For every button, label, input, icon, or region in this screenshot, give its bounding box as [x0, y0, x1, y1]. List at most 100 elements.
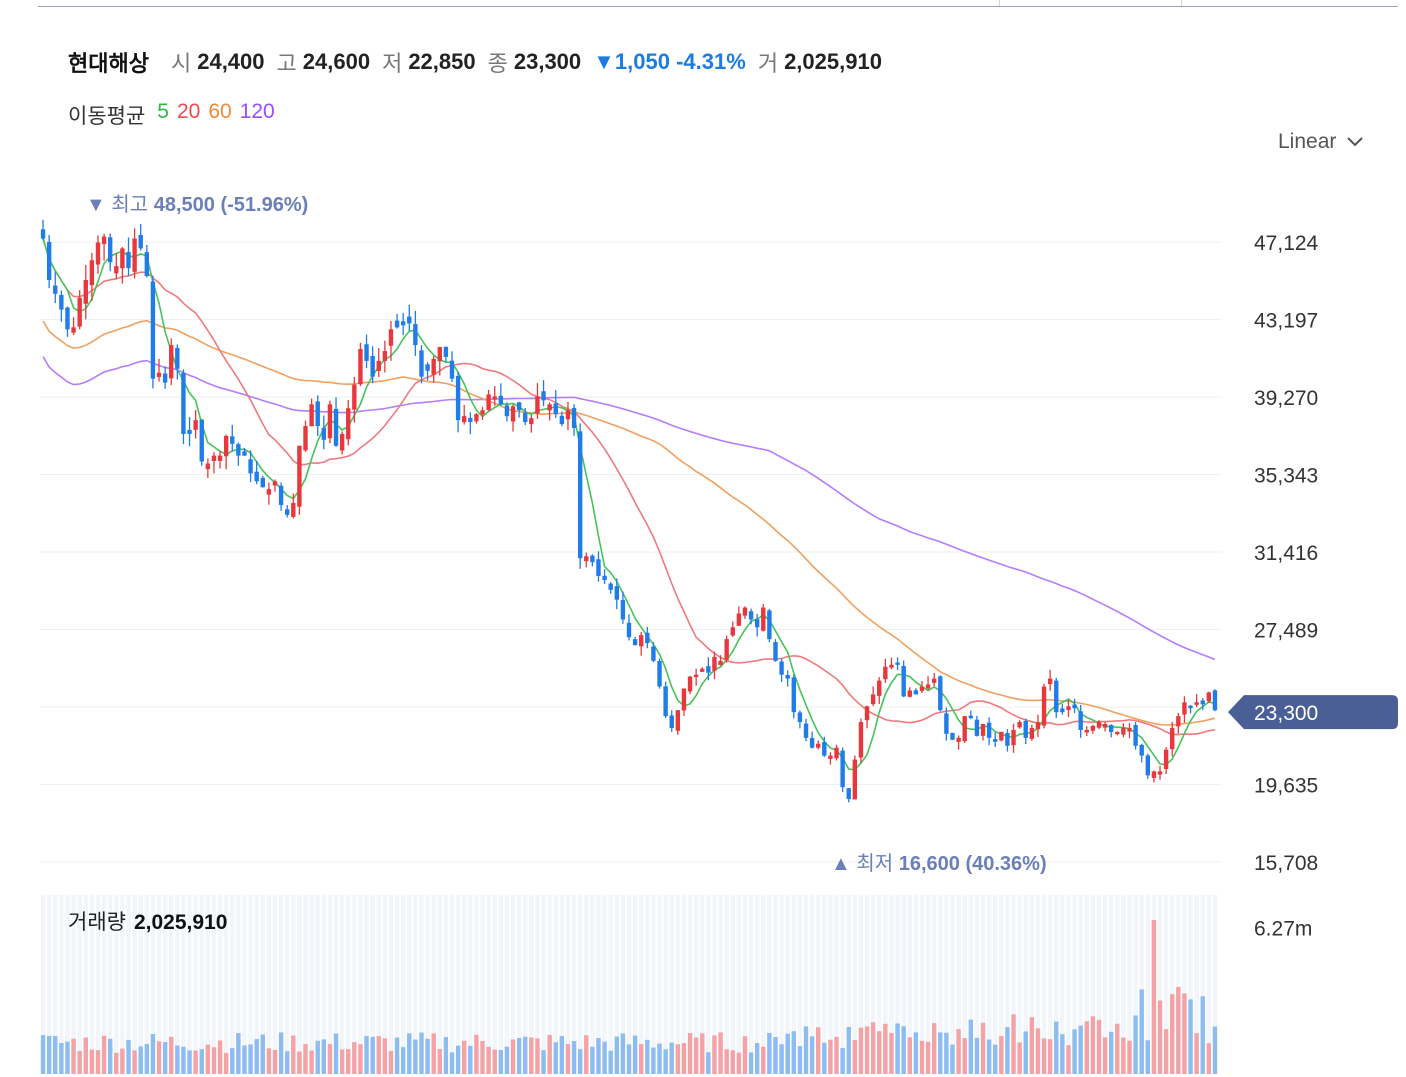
candle-body	[907, 690, 912, 697]
volume-bar	[1170, 994, 1175, 1074]
volume-bar	[187, 1050, 192, 1074]
volume-bar	[742, 1036, 748, 1074]
candle-body	[693, 674, 699, 678]
volume-bg-stripe	[1029, 895, 1035, 1074]
volume-bar	[1200, 996, 1205, 1074]
volume-bg-stripe	[126, 895, 131, 1074]
ma-5[interactable]: 5	[157, 100, 169, 123]
candle-body	[394, 320, 400, 328]
volume-bar	[346, 1049, 351, 1074]
candle-body	[382, 351, 388, 361]
volume-bar	[986, 1039, 992, 1074]
volume-bar	[822, 1042, 827, 1074]
volume-bar	[107, 1038, 113, 1074]
volume-bar	[919, 1040, 925, 1074]
volume-bg-stripe	[620, 895, 626, 1074]
ma-120[interactable]: 120	[239, 100, 275, 123]
candle-body	[535, 396, 540, 414]
volume-bg-stripe	[150, 895, 156, 1074]
volume-bar	[260, 1034, 265, 1074]
volume-bg-stripe	[162, 895, 168, 1074]
volume-bar	[266, 1048, 272, 1074]
candle-body	[492, 396, 497, 400]
volume-bg-stripe	[175, 895, 180, 1074]
volume-bg-stripe	[516, 895, 522, 1074]
candle-body	[828, 755, 833, 759]
candle-body	[596, 559, 601, 576]
moving-average-line-5	[42, 238, 1216, 771]
volume-bg-stripe	[1047, 895, 1053, 1074]
volume-bg-stripe	[748, 895, 754, 1074]
candle-body	[584, 556, 589, 562]
candle-body	[260, 477, 265, 488]
candle-body	[223, 435, 229, 457]
candle-body	[956, 737, 961, 742]
candle-body	[370, 356, 375, 377]
y-tick-label: 19,635	[1254, 775, 1318, 798]
candle-body	[53, 285, 58, 294]
candle-body	[809, 738, 815, 748]
candle-body	[1029, 727, 1035, 739]
volume-bg-stripe	[834, 895, 839, 1074]
volume-bg-stripe	[236, 895, 241, 1074]
volume-bg-stripe	[767, 895, 772, 1074]
volume-bar	[437, 1049, 442, 1074]
volume-bar	[889, 1033, 894, 1074]
volume-bg-stripe	[101, 895, 107, 1074]
candle-body	[437, 347, 442, 362]
volume-bar	[181, 1046, 186, 1074]
volume-bg-stripe	[675, 895, 681, 1074]
volume-bg-stripe	[315, 895, 320, 1074]
ma-20[interactable]: 20	[176, 100, 201, 123]
volume-bg-stripe	[870, 895, 876, 1074]
candle-body	[724, 639, 729, 660]
candle-body	[455, 375, 461, 421]
ma-60[interactable]: 60	[208, 100, 232, 123]
candle-body	[321, 427, 327, 440]
candle-body	[785, 674, 790, 679]
y-tick-label: 39,270	[1254, 387, 1318, 410]
candle-body	[999, 731, 1004, 741]
volume-bar	[797, 1046, 803, 1074]
candle-body	[248, 459, 253, 474]
volume-bar	[327, 1043, 333, 1074]
candle-body	[65, 307, 70, 330]
volume-bg-stripe	[523, 895, 528, 1074]
candle-body	[486, 394, 491, 411]
y-tick-label: 43,197	[1254, 310, 1318, 333]
volume-bar	[1023, 1031, 1028, 1074]
high-value: 24,600	[302, 49, 371, 74]
volume-bar	[669, 1042, 674, 1074]
volume-bar	[278, 1032, 284, 1074]
volume-bg-stripe	[596, 895, 601, 1074]
volume-bg-stripe	[1127, 895, 1132, 1074]
volume-bar	[352, 1042, 357, 1074]
volume-bar	[101, 1035, 107, 1074]
volume-bg-stripe	[584, 895, 589, 1074]
candle-body	[425, 364, 430, 371]
volume-bar	[840, 1047, 845, 1074]
candle-body	[59, 294, 64, 310]
candle-body	[742, 607, 748, 616]
volume-bar	[358, 1044, 363, 1074]
volume-bar	[767, 1032, 772, 1074]
volume-bg-stripe	[938, 895, 943, 1074]
volume-bar	[852, 1039, 858, 1074]
candle-body	[89, 260, 95, 286]
volume-bar	[321, 1039, 327, 1074]
volume-bg-stripe	[443, 895, 449, 1074]
scale-dropdown[interactable]: Linear	[1278, 130, 1364, 154]
candle-body	[791, 677, 796, 713]
volume-bar	[284, 1051, 290, 1074]
volume-bg-stripe	[413, 895, 418, 1074]
candle-body	[138, 234, 143, 249]
volume-bar	[1212, 1026, 1218, 1074]
volume-bg-stripe	[547, 895, 552, 1074]
volume-bar	[1005, 1027, 1010, 1074]
candle-body	[614, 586, 619, 600]
volume-bar	[614, 1036, 619, 1074]
volume-bg-stripe	[944, 895, 949, 1074]
volume-bg-stripe	[1108, 895, 1114, 1074]
volume-bg-stripe	[199, 895, 204, 1074]
